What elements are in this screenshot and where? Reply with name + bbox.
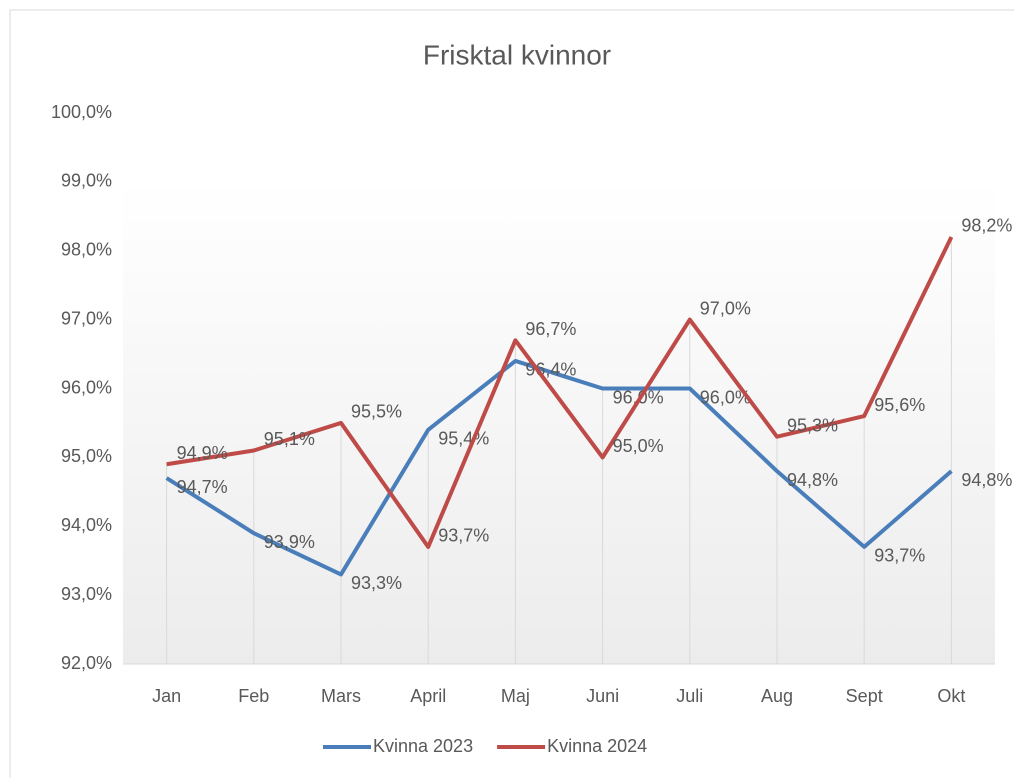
data-label: 95,1% [264,429,315,449]
data-label: 93,7% [438,526,489,546]
data-label: 94,9% [177,443,228,463]
y-tick-label: 98,0% [61,240,112,260]
x-tick-label: Feb [238,686,269,706]
data-label: 94,7% [177,477,228,497]
data-label: 93,9% [264,532,315,552]
data-label: 95,5% [351,402,402,422]
series-line [165,358,953,577]
data-label: 94,8% [961,470,1012,490]
y-tick-label: 92,0% [61,653,112,673]
x-tick-label: April [410,686,446,706]
legend-label: Kvinna 2023 [373,736,473,756]
series-line [166,236,954,549]
data-label: 93,7% [874,546,925,566]
data-label: 95,6% [874,395,925,415]
data-label: 94,8% [787,470,838,490]
x-tick-label: Okt [937,686,965,706]
data-label: 96,0% [613,387,664,407]
data-label: 96,4% [525,360,576,380]
data-label: 95,4% [438,429,489,449]
x-tick-label: Maj [501,686,530,706]
x-tick-label: Jan [152,686,181,706]
x-tick-label: Sept [846,686,883,706]
y-tick-label: 99,0% [61,171,112,191]
x-tick-label: Mars [321,686,361,706]
y-tick-label: 94,0% [61,515,112,535]
plot-background [123,180,995,664]
data-label: 98,2% [961,216,1012,236]
x-tick-label: Juni [586,686,619,706]
y-tick-label: 97,0% [61,308,112,328]
y-tick-label: 95,0% [61,446,112,466]
y-tick-label: 100,0% [51,102,112,122]
data-label: 95,3% [787,415,838,435]
y-tick-label: 93,0% [61,584,112,604]
legend-label: Kvinna 2024 [547,736,647,756]
data-label: 93,3% [351,573,402,593]
x-tick-label: Aug [761,686,793,706]
chart-title: Frisktal kvinnor [423,39,611,70]
x-tick-label: Juli [676,686,703,706]
data-label: 97,0% [700,298,751,318]
data-label: 96,7% [525,319,576,339]
y-tick-label: 96,0% [61,377,112,397]
data-label: 96,0% [700,387,751,407]
data-label: 95,0% [613,436,664,456]
